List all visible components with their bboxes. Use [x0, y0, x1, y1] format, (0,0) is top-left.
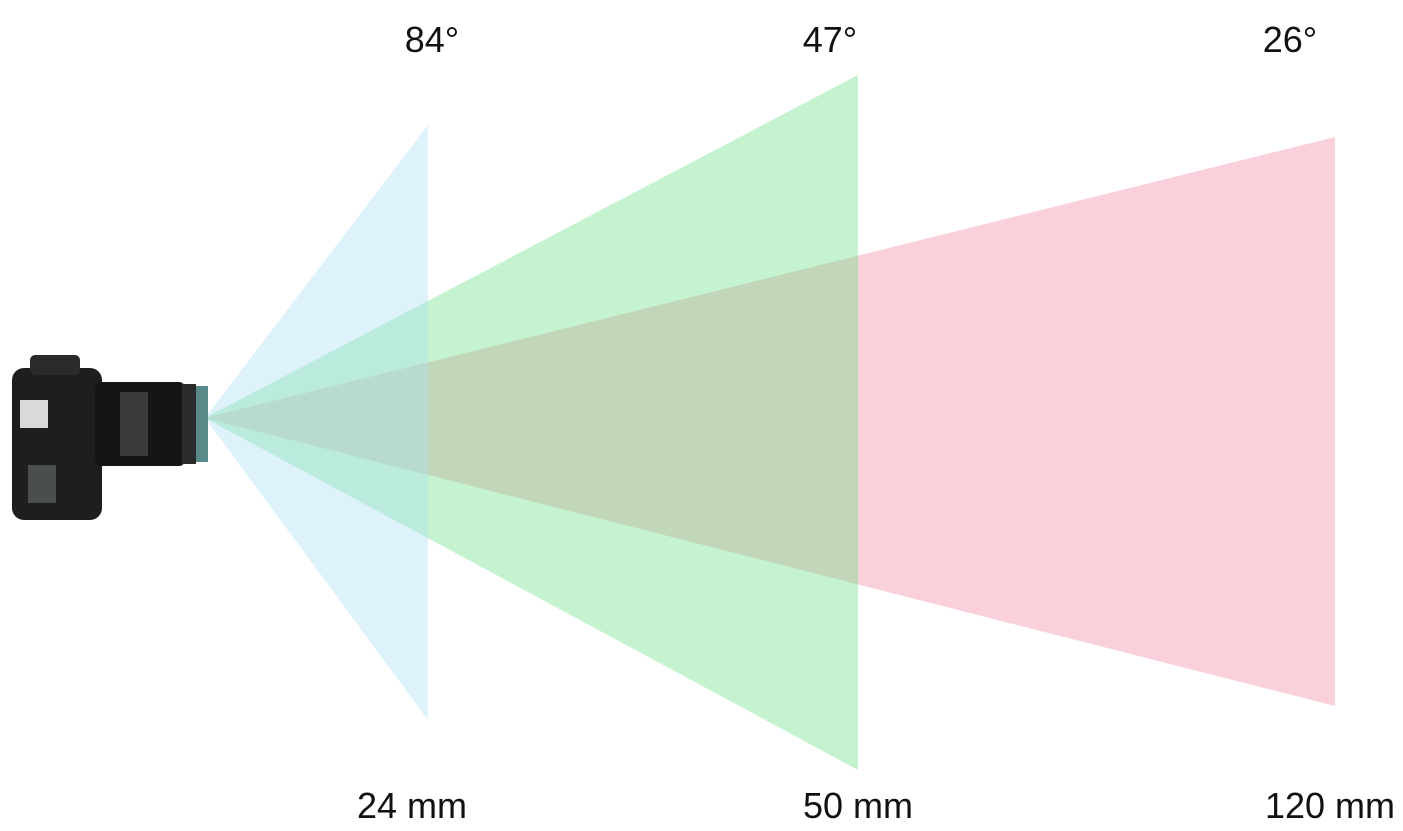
focal-length-label: 50 mm	[803, 785, 913, 826]
camera-hotshoe	[20, 400, 48, 428]
camera-top	[30, 355, 80, 375]
lens-ring	[120, 392, 148, 456]
lens-glass	[196, 386, 208, 462]
focal-length-label: 24 mm	[357, 785, 467, 826]
angle-label: 84°	[405, 19, 459, 60]
angle-label: 47°	[803, 19, 857, 60]
angle-label: 26°	[1263, 19, 1317, 60]
lens-front	[182, 384, 196, 464]
camera-lcd	[28, 465, 56, 503]
focal-length-label: 120 mm	[1265, 785, 1395, 826]
diagram: 84° 47° 26° 24 mm 50 mm 120 mm	[0, 0, 1403, 831]
camera-body	[12, 368, 102, 520]
